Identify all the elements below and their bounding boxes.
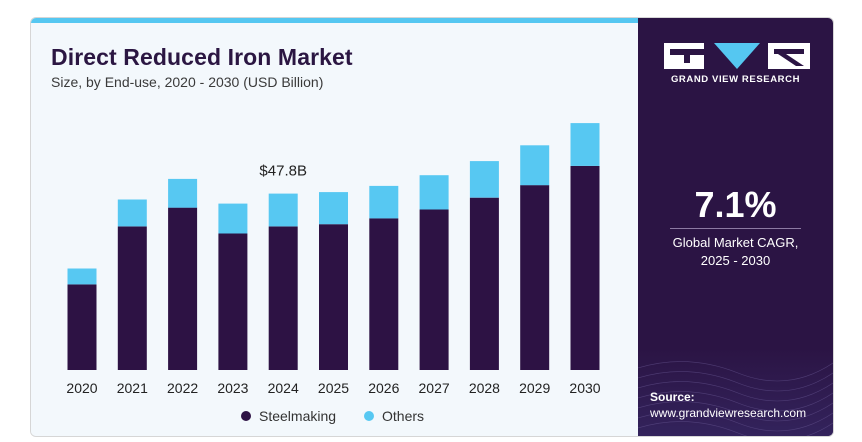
source-background — [638, 348, 833, 436]
accent-bar — [31, 18, 638, 23]
bar-others-2028 — [469, 161, 499, 198]
cagr-value: 7.1% — [694, 184, 777, 225]
brand-name: GRAND VIEW RESEARCH — [670, 74, 801, 85]
chart-panel: Direct Reduced Iron Market Size, by End-… — [31, 23, 638, 436]
x-tick-label-2020: 2020 — [66, 380, 97, 396]
bar-steelmaking-2023 — [218, 233, 248, 370]
x-tick-label-2030: 2030 — [569, 380, 600, 396]
x-tick-label-2025: 2025 — [318, 380, 349, 396]
bar-steelmaking-2024 — [268, 226, 298, 370]
bar-others-2027 — [419, 175, 449, 210]
bar-steelmaking-2030 — [570, 165, 600, 370]
x-tick-label-2026: 2026 — [368, 380, 399, 396]
data-label-2024: $47.8B — [259, 163, 307, 180]
source-url[interactable]: www.grandviewresearch.com — [650, 406, 807, 420]
legend-item-others: Others — [364, 408, 424, 424]
x-tick-label-2023: 2023 — [217, 380, 248, 396]
bar-steelmaking-2025 — [319, 224, 348, 370]
brand-logo-icon — [664, 43, 810, 69]
cagr-label-line1: Global Market CAGR, — [672, 235, 799, 250]
chart-card: Direct Reduced Iron Market Size, by End-… — [30, 17, 834, 437]
bar-steelmaking-2021 — [117, 226, 147, 370]
bar-others-2021 — [117, 199, 147, 227]
legend-swatch-steelmaking — [241, 411, 251, 421]
source-label: Source: — [650, 390, 695, 404]
bar-others-2024 — [268, 193, 298, 227]
x-tick-label-2027: 2027 — [419, 380, 450, 396]
bar-steelmaking-2026 — [369, 218, 399, 370]
x-tick-label-2022: 2022 — [167, 380, 198, 396]
bar-steelmaking-2029 — [520, 185, 550, 370]
x-tick-label-2028: 2028 — [469, 380, 500, 396]
x-tick-label-2024: 2024 — [268, 380, 299, 396]
legend-label-steelmaking: Steelmaking — [259, 408, 337, 424]
x-tick-label-2029: 2029 — [519, 380, 550, 396]
bar-steelmaking-2027 — [419, 209, 449, 370]
chart-subtitle: Size, by End-use, 2020 - 2030 (USD Billi… — [51, 74, 324, 90]
bar-others-2023 — [218, 203, 248, 234]
bar-others-2026 — [369, 185, 399, 219]
legend-item-steelmaking: Steelmaking — [241, 408, 336, 424]
cagr-label: Global Market CAGR, 2025 - 2030 — [638, 234, 833, 270]
legend-swatch-others — [364, 411, 374, 421]
bar-others-2030 — [570, 123, 600, 166]
bar-steelmaking-2028 — [469, 197, 499, 370]
info-panel: GRAND VIEW RESEARCH 7.1% Global Market C… — [638, 18, 833, 436]
bar-steelmaking-2022 — [168, 207, 198, 370]
bar-others-2025 — [319, 192, 348, 225]
bar-others-2029 — [520, 145, 550, 186]
bar-others-2020 — [67, 268, 97, 285]
bar-steelmaking-2020 — [67, 284, 97, 370]
legend-label-others: Others — [382, 408, 425, 424]
cagr-label-line2: 2025 - 2030 — [700, 253, 771, 268]
x-tick-label-2021: 2021 — [117, 380, 148, 396]
bar-chart: 2020 2021 2022 2023 2024 2025 2026 2027 2028 2029… — [66, 123, 601, 396]
chart-title: Direct Reduced Iron Market — [51, 44, 353, 70]
divider — [670, 228, 801, 229]
bar-others-2022 — [168, 178, 198, 208]
wave-pattern-icon — [638, 361, 833, 436]
